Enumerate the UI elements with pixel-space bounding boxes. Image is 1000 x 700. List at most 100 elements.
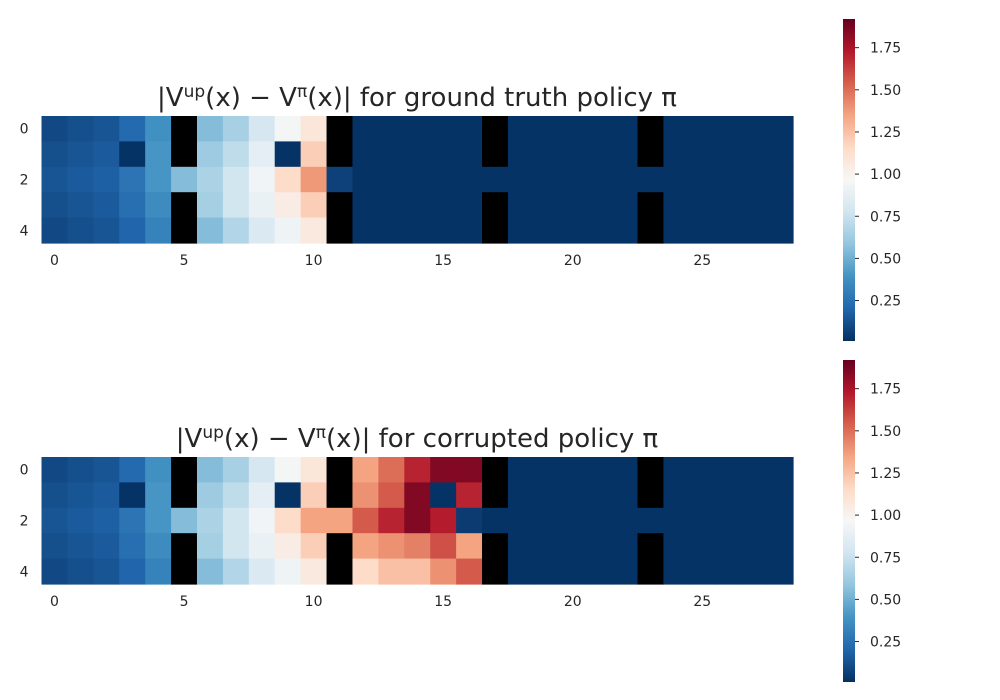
heatmap-cell	[507, 507, 535, 534]
x-axis-ticks: 0 5 10 15 20 25	[50, 594, 711, 610]
heatmap-cell	[145, 482, 172, 509]
wall-cell	[171, 482, 198, 509]
wall-cell	[637, 192, 665, 219]
x-tick-label: 10	[305, 594, 323, 610]
heatmap-cell	[274, 116, 302, 142]
heatmap-cell	[145, 141, 172, 168]
heatmap-cell	[41, 217, 69, 244]
heatmap-cell	[300, 457, 328, 483]
wall-cell	[171, 141, 198, 168]
wall-cell	[637, 558, 665, 585]
heatmap-cell	[715, 116, 742, 142]
heatmap-cell	[274, 533, 302, 560]
heatmap-cell	[611, 482, 639, 509]
heatmap-cell	[507, 457, 535, 483]
heatmap-cell	[663, 217, 690, 244]
heatmap-cell	[611, 217, 639, 244]
heatmap-cell	[378, 558, 405, 585]
heatmap-cell	[507, 116, 535, 142]
heatmap-cell	[196, 533, 224, 560]
heatmap-cell	[456, 457, 483, 483]
heatmap-cell	[741, 141, 768, 168]
heatmap-cell	[430, 482, 457, 509]
heatmap-cell	[507, 558, 535, 585]
heatmap-cell	[300, 141, 328, 168]
heatmap-cell	[248, 141, 276, 168]
heatmap-cell	[67, 533, 94, 560]
heatmap-cell	[689, 141, 716, 168]
y-axis-ticks: 0 2 4	[20, 463, 29, 581]
heatmap-cell	[274, 217, 302, 244]
heatmap-cell	[41, 533, 69, 560]
colorbar-tick-label: 1.75	[870, 41, 901, 57]
heatmap-cell	[507, 192, 535, 219]
heatmap-cell	[352, 116, 379, 142]
chart-title: |Vup(x) − Vπ(x)| for corrupted policy π	[176, 423, 658, 454]
heatmap-cell	[222, 558, 250, 585]
wall-cell	[171, 457, 198, 483]
heatmap-cell	[689, 482, 716, 509]
heatmap-cell	[404, 507, 431, 534]
heatmap-cell	[93, 192, 120, 219]
heatmap-cell	[430, 166, 457, 193]
heatmap-cell	[430, 116, 457, 142]
heatmap-cell	[93, 482, 120, 509]
heatmap-cell	[559, 533, 587, 560]
heatmap-cell	[430, 141, 457, 168]
heatmap-cell	[482, 507, 509, 534]
colorbar-tick-label: 0.50	[870, 592, 901, 608]
heatmap-cell	[637, 507, 665, 534]
heatmap-cell	[533, 507, 561, 534]
heatmap-cell	[119, 116, 146, 142]
heatmap-cell	[352, 217, 379, 244]
y-tick-label: 2	[20, 173, 29, 189]
heatmap-cell	[41, 558, 69, 585]
heatmap-cell	[67, 116, 94, 142]
heatmap-cell	[559, 457, 587, 483]
heatmap-cell	[93, 141, 120, 168]
heatmap-cell	[352, 457, 379, 483]
heatmap-cell	[715, 533, 742, 560]
wall-cell	[326, 558, 354, 585]
heatmap-cell	[378, 141, 405, 168]
heatmap-cell	[67, 141, 94, 168]
colorbar-tick-label: 1.25	[870, 125, 901, 141]
wall-cell	[326, 533, 354, 560]
heatmap-cell	[404, 217, 431, 244]
heatmap-cell	[456, 192, 483, 219]
heatmap-cell	[41, 507, 69, 534]
heatmap-cell	[585, 166, 613, 193]
heatmap-cell	[196, 217, 224, 244]
heatmap-cell	[663, 533, 690, 560]
heatmap-cell	[767, 192, 794, 219]
heatmap-cell	[533, 558, 561, 585]
wall-cell	[482, 558, 509, 585]
heatmap-cell	[145, 533, 172, 560]
heatmap-cell	[767, 166, 794, 193]
wall-cell	[637, 217, 665, 244]
heatmap-cell	[585, 558, 613, 585]
heatmap-cell	[741, 116, 768, 142]
heatmap-cell	[378, 116, 405, 142]
heatmap-cell	[404, 116, 431, 142]
heatmap-cell	[533, 482, 561, 509]
wall-cell	[637, 141, 665, 168]
heatmap-panel-corrupted: |Vup(x) − Vπ(x)| for corrupted policy π …	[20, 423, 794, 610]
heatmap-cell	[715, 457, 742, 483]
heatmap-cell	[559, 116, 587, 142]
heatmap-cell	[248, 166, 276, 193]
heatmap-cell	[248, 192, 276, 219]
heatmap-cell	[611, 116, 639, 142]
x-axis-ticks: 0 5 10 15 20 25	[50, 253, 711, 269]
heatmap-cell	[222, 217, 250, 244]
heatmap-cell	[689, 116, 716, 142]
colorbar-tick-label: 1.00	[870, 508, 901, 524]
heatmap-cell	[196, 141, 224, 168]
heatmap-cell	[507, 533, 535, 560]
heatmap-cell	[715, 558, 742, 585]
x-tick-label: 25	[693, 253, 711, 269]
heatmap-cell	[456, 141, 483, 168]
heatmap-cell	[326, 507, 354, 534]
heatmap-cell	[352, 507, 379, 534]
